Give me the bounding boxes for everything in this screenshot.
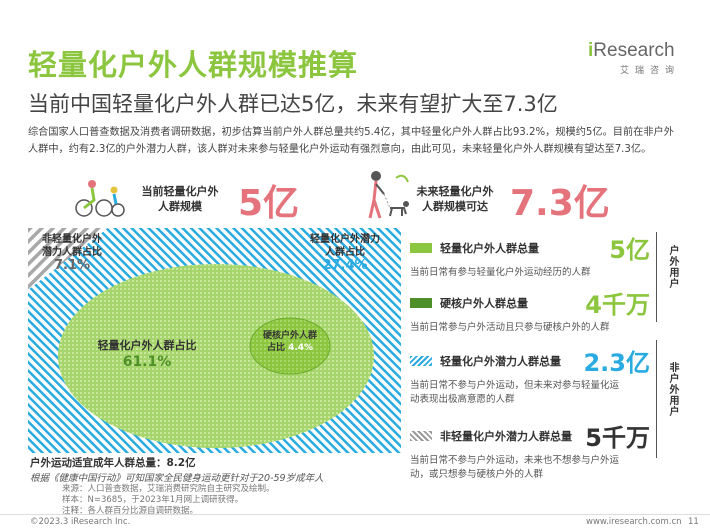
legend-item-light-potential: 轻量化户外潜力人群总量 2.3亿 当前日常不参与户外运动，但未来对参与轻量化运动… xyxy=(410,343,650,407)
iresearch-logo: iResearch 艾瑞咨询 xyxy=(588,40,680,76)
future-scale-label: 未来轻量化户外 人群规模可达 xyxy=(416,185,494,213)
legend-value: 4千万 xyxy=(585,291,650,319)
non-outdoor-group-bracket xyxy=(656,340,657,458)
total-population-label: 户外运动适宜成年人群总量：8.2亿 xyxy=(30,457,196,469)
legend-swatch xyxy=(410,430,432,441)
legend-item-hardcore: 硬核户外人群总量 4千万 当前日常参与户外活动且只参与硬核户外的人群 xyxy=(410,285,650,335)
current-scale-value: 5亿 xyxy=(238,183,300,224)
current-scale-label: 当前轻量化户外 人群规模 xyxy=(141,185,219,213)
hiker-with-dog-illustration-icon xyxy=(368,171,409,219)
intro-paragraph: 综合国家人口普查数据及消费者调研数据，初步估算当前户外人群总量共约5.4亿，其中… xyxy=(28,127,674,155)
nonlight-potential-label: 非轻量化户外 潜力人群占比 7.1% xyxy=(42,234,102,273)
non-outdoor-group-label: 非户外用户 xyxy=(667,362,678,417)
website-url: www.iresearch.com.cn xyxy=(586,517,682,527)
legend-swatch xyxy=(410,242,432,253)
outdoor-group-label: 户外用户 xyxy=(667,245,678,289)
legend-value: 5亿 xyxy=(609,236,650,264)
outdoor-group-bracket xyxy=(656,232,657,322)
total-population-note: 根据《健康中国行动》可知国家全民健身运动更针对于20-59岁成年人 xyxy=(30,473,324,484)
page-number: 11 xyxy=(688,517,699,527)
population-share-diagram xyxy=(28,228,401,453)
copyright: ©2023.3 iResearch Inc. xyxy=(30,517,131,527)
light-potential-label: 轻量化户外潜力 人群占比 27.4% xyxy=(310,234,380,273)
legend-swatch xyxy=(410,297,432,308)
legend-item-nonlight-potential: 非轻量化户外潜力人群总量 5千万 当前日常不参与户外运动，未来也不想参与户外运动… xyxy=(410,418,650,482)
cyclists-illustration-icon xyxy=(75,180,125,217)
legend-swatch xyxy=(410,355,432,366)
footer-notes: 来源：人口普查数据，艾瑞消费研究院自主研究及绘制。 样本：N=3685，于202… xyxy=(62,484,275,516)
segment-light-outdoor xyxy=(58,264,374,448)
hardcore-label: 硬核户外人群 占比 4.4% xyxy=(262,331,317,353)
segment-hardcore xyxy=(249,317,331,375)
legend-value: 2.3亿 xyxy=(583,349,650,377)
light-outdoor-label: 轻量化户外人群占比 61.1% xyxy=(97,339,197,370)
footer-divider xyxy=(0,514,710,515)
page-subtitle: 当前中国轻量化户外人群已达5亿，未来有望扩大至7.3亿 xyxy=(28,92,558,116)
legend-value: 5千万 xyxy=(585,424,650,452)
legend-item-light: 轻量化户外人群总量 5亿 当前日常有参与轻量化户外运动经历的人群 xyxy=(410,230,650,280)
page-title: 轻量化户外人群规模推算 xyxy=(28,48,359,82)
future-scale-value: 7.3亿 xyxy=(510,183,610,224)
